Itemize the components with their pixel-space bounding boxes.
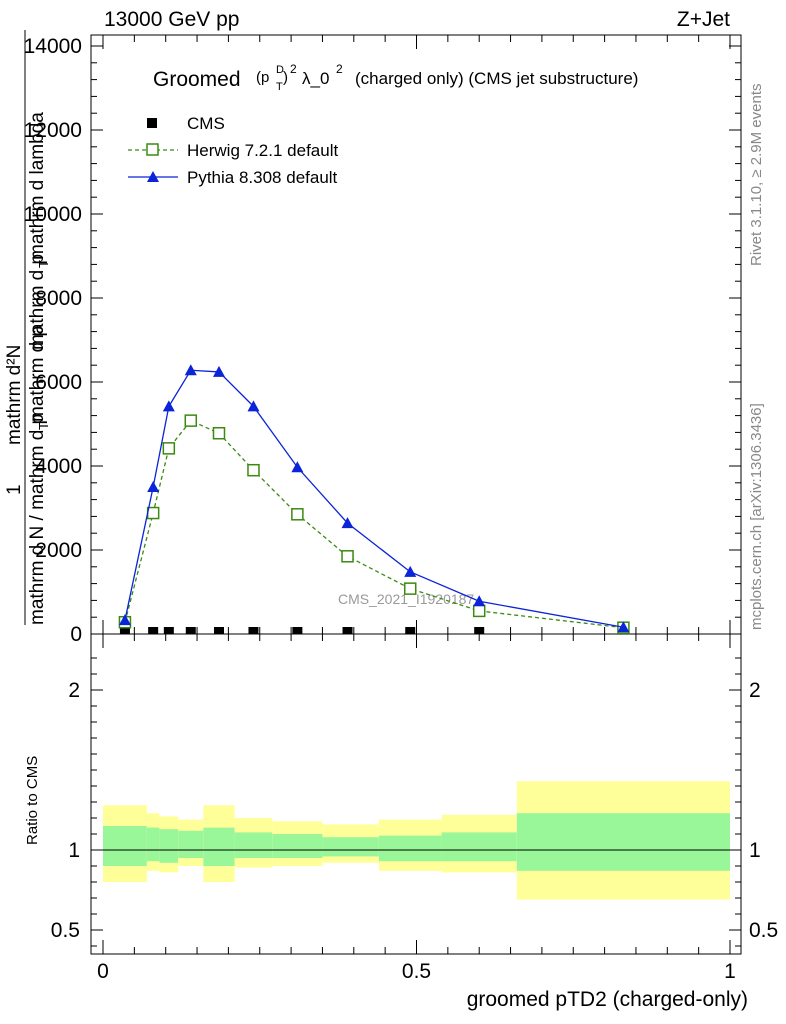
y-label-dlambda: mathrm d lambda <box>27 112 48 260</box>
herwig-data-point <box>247 463 260 477</box>
ratio-green-band <box>378 835 442 862</box>
main-y-axis-label: mathrm d²N 1 mathrm d p T mathrm d lambd… <box>4 30 51 625</box>
pythia-data-point <box>162 400 175 412</box>
legend-herwig-label: Herwig 7.2.1 default <box>187 141 338 160</box>
herwig-data-point <box>212 426 226 440</box>
ratio-green-band <box>103 826 147 866</box>
herwig-data-point <box>184 414 198 427</box>
pythia-data-point <box>617 621 630 633</box>
cms-data-point <box>248 627 259 634</box>
ratio-green-band <box>178 830 204 858</box>
analysis-watermark: CMS_2021_I1920187 <box>338 591 474 607</box>
main-axis-ticks: 0 2000 4000 6000 8000 10000 12000 14000 <box>24 35 741 646</box>
legend-pythia-marker <box>147 171 159 182</box>
y-label-one: 1 <box>4 484 25 495</box>
title-sup-2: 2 <box>290 62 297 76</box>
ratio-y-axis-label: Ratio to CMS <box>24 756 41 845</box>
pythia-data-point <box>212 365 225 377</box>
cms-data-point <box>119 627 130 634</box>
y-tick-label: 4000 <box>35 455 82 478</box>
y-label-long-rest: mathrm d p <box>27 326 48 422</box>
title-lambda: λ_0 <box>302 69 329 88</box>
x-tick-label: 0.5 <box>402 960 431 983</box>
x-tick-label: 1 <box>724 960 736 983</box>
y-tick-label: 2000 <box>35 539 82 562</box>
pythia-data-point <box>341 517 354 529</box>
y-tick-label: 6000 <box>35 371 82 394</box>
pythia-line <box>124 369 624 628</box>
y-label-dp-sub: T <box>36 260 51 268</box>
ratio-green-band <box>146 827 160 862</box>
title-sup-d: D <box>276 64 284 76</box>
y-tick-label: 12000 <box>24 119 82 142</box>
legend-pythia-label: Pythia 8.308 default <box>187 168 338 187</box>
legend: CMS Herwig 7.2.1 default Pythia 8.308 de… <box>128 114 338 187</box>
y-label-dp: mathrm d p <box>27 254 48 350</box>
pythia-data-point <box>291 461 304 473</box>
mcplots-label: mcplots.cern.ch [arXiv:1306.3436] <box>748 403 765 630</box>
ratio-green-band <box>272 834 323 858</box>
series-layer <box>118 364 630 634</box>
header-left: 13000 GeV pp <box>104 8 239 31</box>
x-axis-label: groomed pTD2 (charged-only) <box>467 988 748 1011</box>
rivet-label: Rivet 3.1.10, ≥ 2.9M events <box>748 84 765 267</box>
y-tick-label: 10000 <box>24 203 82 226</box>
ratio-green-band <box>203 827 235 866</box>
title-sup-lambda: 2 <box>336 62 343 76</box>
ratio-tick-label-left: 2 <box>68 679 80 702</box>
cms-data-point <box>342 627 353 634</box>
pythia-data-point <box>184 364 197 376</box>
herwig-data-point <box>146 506 160 520</box>
title-rest: (charged only) (CMS jet substructure) <box>355 69 638 88</box>
title-formula-open: (p <box>256 69 269 86</box>
ratio-green-band <box>441 832 517 862</box>
y-label-long-sub: T <box>36 422 51 430</box>
ratio-tick-label-right: 1 <box>749 839 761 862</box>
y-tick-label: 14000 <box>24 35 82 58</box>
herwig-data-point <box>341 550 354 563</box>
cms-data-point <box>213 627 224 634</box>
herwig-data-point <box>472 604 486 618</box>
y-tick-label: 0 <box>70 623 82 646</box>
ratio-tick-label-left: 0.5 <box>51 919 80 942</box>
title-sub-t: T <box>276 81 283 93</box>
pythia-data-point <box>404 565 417 577</box>
ratio-bands <box>103 781 730 900</box>
ratio-green-band <box>159 829 179 863</box>
legend-herwig-marker <box>146 143 159 156</box>
ratio-tick-label-right: 2 <box>749 679 761 702</box>
ratio-tick-label-left: 1 <box>68 839 80 862</box>
pythia-data-point <box>473 595 486 607</box>
legend-cms-label: CMS <box>187 114 225 133</box>
x-tick-label: 0 <box>97 960 109 983</box>
herwig-data-point <box>403 582 417 595</box>
ratio-green-band <box>322 837 379 857</box>
ratio-green-band <box>234 832 273 858</box>
y-tick-label: 8000 <box>35 287 82 310</box>
plot-title: Groomed (p D T ) 2 λ_0 2 (charged only) … <box>153 62 638 93</box>
legend-cms-marker <box>147 118 157 128</box>
y-label-numerator: mathrm d²N <box>4 345 25 445</box>
cms-data-point <box>163 627 174 634</box>
title-formula-close: ) <box>283 69 288 86</box>
ratio-green-band <box>516 813 730 871</box>
herwig-data-point <box>291 508 304 521</box>
ratio-axis-ticks: 0.5 0.5 1 1 2 2 <box>51 657 778 947</box>
pythia-data-point <box>147 481 160 492</box>
cms-data-point <box>405 627 416 634</box>
cms-data-point <box>292 627 303 634</box>
pythia-data-point <box>247 400 260 412</box>
ratio-tick-label-right: 0.5 <box>749 919 778 942</box>
herwig-data-point <box>162 442 176 455</box>
cms-data-point <box>148 627 159 634</box>
pythia-data-point <box>118 614 131 626</box>
y-label-long: mathrm d N / mathrm d p <box>27 414 48 625</box>
cms-data-point <box>474 627 485 634</box>
cms-data-point <box>185 627 196 634</box>
title-prefix: Groomed <box>153 68 241 91</box>
header-right: Z+Jet <box>677 8 730 31</box>
